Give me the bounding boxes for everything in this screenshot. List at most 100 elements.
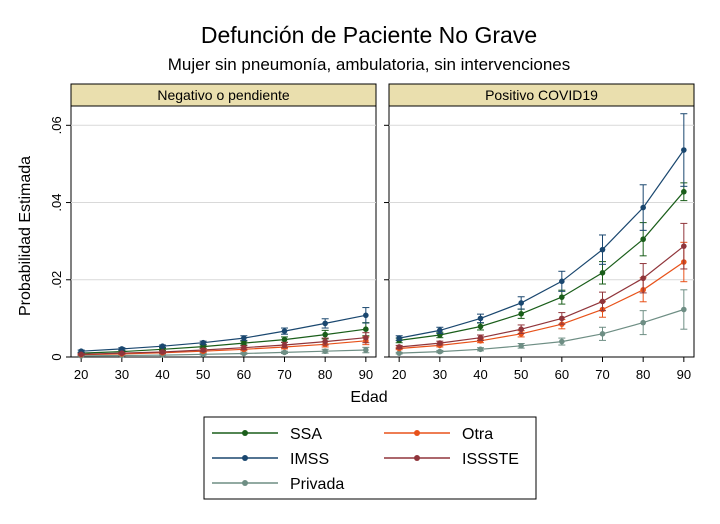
series-line <box>399 191 685 341</box>
data-point <box>322 348 328 355</box>
y-axis-label: Probabilidad Estimada <box>17 156 34 316</box>
data-point <box>396 344 402 350</box>
data-point <box>363 326 369 332</box>
data-point <box>640 275 646 282</box>
data-point <box>119 350 125 356</box>
x-tick-label: 40 <box>473 367 487 382</box>
legend-label: IMSS <box>290 451 329 468</box>
legend-marker <box>242 455 248 461</box>
x-tick-label: 20 <box>74 367 88 382</box>
data-point <box>241 350 247 357</box>
panel-title: Positivo COVID19 <box>485 87 598 103</box>
series-line <box>399 308 684 354</box>
data-point <box>477 346 484 353</box>
y-tick-label: .04 <box>49 193 64 211</box>
data-point <box>681 147 687 153</box>
series-imss <box>395 113 688 341</box>
data-point <box>681 188 687 195</box>
series-line <box>81 314 366 352</box>
data-point <box>640 204 646 211</box>
series-line <box>81 328 366 354</box>
series-imss <box>77 307 370 355</box>
data-point <box>281 349 288 356</box>
x-tick-label: 60 <box>555 367 569 382</box>
panels: Negativo o pendiente 0 .02 .04 .06 20 30 40 50 60… <box>49 83 695 382</box>
series-privada <box>395 289 688 356</box>
x-tick-label: 50 <box>514 367 528 382</box>
legend-label: Otra <box>462 426 493 443</box>
x-tick-label: 80 <box>318 367 332 382</box>
data-point <box>640 319 646 326</box>
legend-item-otra: Otra <box>384 426 493 443</box>
x-tick-label: 30 <box>115 367 129 382</box>
data-point <box>396 335 402 341</box>
panel-negativo-o-pendiente: Negativo o pendiente 0 .02 .04 .06 20 30 40 50 60… <box>49 83 377 382</box>
legend-label: SSA <box>290 426 322 443</box>
data-point <box>681 243 687 249</box>
data-point <box>681 306 687 313</box>
x-tick-label: 90 <box>677 367 691 382</box>
data-point <box>241 340 247 346</box>
series-issste <box>395 222 688 350</box>
chart-title: Defunción de Paciente No Grave <box>201 22 537 48</box>
data-point <box>559 338 565 345</box>
data-point <box>477 323 484 330</box>
legend: SSA Otra IMSS ISSSTE Privada <box>203 416 537 500</box>
data-point <box>200 347 206 353</box>
series-line <box>399 261 685 350</box>
data-point <box>363 312 369 319</box>
data-point <box>241 335 247 341</box>
data-point <box>599 298 606 305</box>
data-point <box>281 336 288 343</box>
series-line <box>81 337 366 355</box>
data-point <box>437 340 443 346</box>
data-point <box>599 331 606 337</box>
legend-marker <box>242 430 248 436</box>
legend-marker <box>242 480 248 486</box>
data-point <box>477 334 484 341</box>
data-point <box>477 315 484 322</box>
series-line <box>81 349 366 357</box>
data-point <box>322 331 328 338</box>
legend-item-ssa: SSA <box>212 426 322 443</box>
plot-area <box>70 105 377 358</box>
panel-positivo-covid19: Positivo COVID19 20 30 40 50 60 70 80 90 <box>384 83 695 382</box>
x-tick-label: 60 <box>237 367 251 382</box>
data-point <box>559 278 565 285</box>
series-line <box>81 340 366 356</box>
y-tick-label: 0 <box>49 353 64 360</box>
data-point <box>559 294 565 300</box>
data-point <box>159 349 166 355</box>
data-point <box>518 343 524 349</box>
x-tick-label: 90 <box>359 367 373 382</box>
data-point <box>241 344 247 351</box>
legend-marker <box>414 455 420 461</box>
panel-title: Negativo o pendiente <box>157 87 290 103</box>
x-tick-label: 50 <box>196 367 210 382</box>
data-point <box>322 338 328 345</box>
chart-subtitle: Mujer sin pneumonía, ambulatoria, sin in… <box>168 55 571 74</box>
data-point <box>78 351 84 358</box>
data-point <box>518 300 524 306</box>
data-point <box>281 342 288 348</box>
data-point <box>559 315 565 322</box>
data-point <box>437 327 443 334</box>
data-point <box>363 347 369 353</box>
data-point <box>200 339 206 346</box>
x-tick-label: 30 <box>433 367 447 382</box>
legend-item-privada: Privada <box>212 476 344 493</box>
x-tick-label: 40 <box>155 367 169 382</box>
series-line <box>399 245 685 348</box>
data-point <box>599 270 606 276</box>
data-point <box>599 246 606 253</box>
data-point <box>159 343 166 349</box>
data-point <box>281 328 288 334</box>
x-axis-label: Edad <box>350 389 387 406</box>
plot-area <box>388 105 695 358</box>
legend-item-issste: ISSSTE <box>384 451 519 468</box>
x-tick-label: 70 <box>595 367 609 382</box>
series-issste <box>77 332 370 358</box>
data-point <box>640 236 646 243</box>
data-point <box>518 310 524 317</box>
